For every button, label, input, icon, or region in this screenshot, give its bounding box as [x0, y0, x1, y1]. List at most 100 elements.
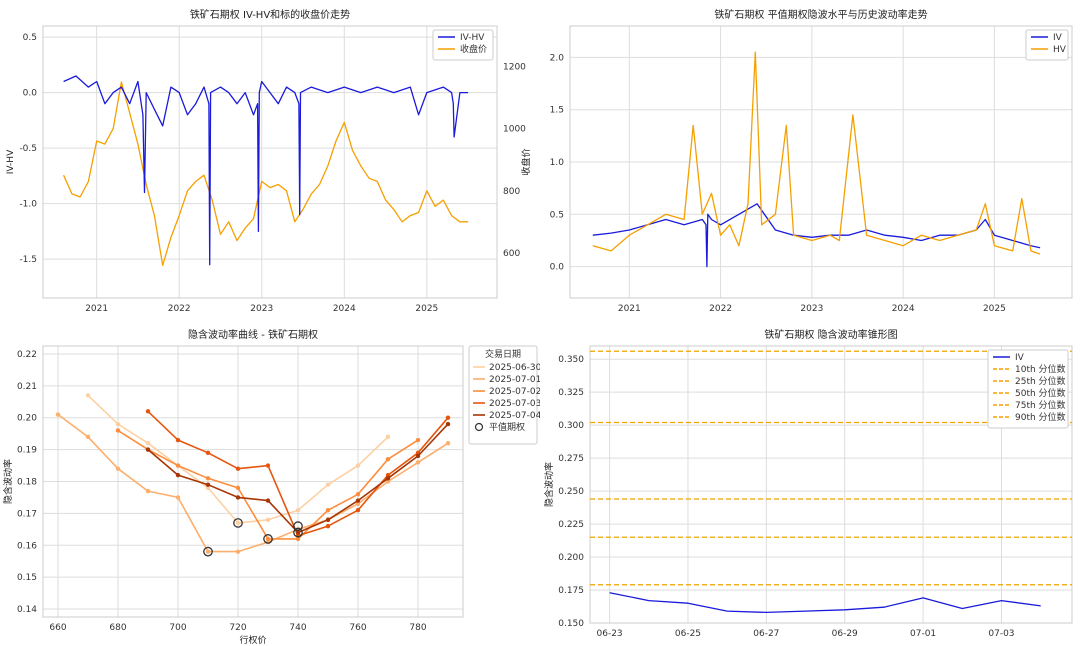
x-tick-label: 660: [49, 623, 66, 633]
smile-point: [55, 412, 61, 417]
smile-point: [415, 460, 421, 465]
smile-point: [205, 482, 211, 487]
x-tick-label: 2024: [892, 304, 915, 314]
smile-point: [235, 495, 241, 500]
smile-point: [235, 485, 241, 491]
legend-label: 25th 分位数: [1015, 375, 1066, 387]
x-tick-label: 06-23: [597, 629, 623, 639]
plot-area: [42, 345, 464, 618]
smile-point: [235, 520, 241, 526]
iv-hv-price-chart: 铁矿石期权 IV-HV和标的收盘价走势 2021 2022 2023 2024 2025 -…: [6, 8, 532, 314]
x-tick-label: 06-27: [753, 629, 779, 639]
x-tick-label: 780: [409, 623, 426, 633]
legend-label: 收盘价: [460, 43, 487, 55]
x-tick-label: 2025: [983, 304, 1006, 314]
smile-point: [295, 530, 301, 535]
iv-smile-chart: 隐含波动率曲线 - 铁矿石期权 660 680 700 720 740 760 780 0.14…: [2, 328, 540, 646]
smile-point: [325, 482, 331, 487]
series-hv: [592, 51, 1041, 255]
x-axis-label: 行权价: [239, 634, 266, 646]
y-tick-label: 0.19: [17, 446, 37, 456]
iv-cone-chart: 铁矿石期权 隐含波动率锥形图 06-23 06-25 06-27 06-29 07-01 0…: [543, 328, 1073, 639]
atm-marker: [263, 534, 273, 544]
smile-point: [385, 476, 391, 481]
legend-label: 50th 分位数: [1015, 387, 1066, 399]
smile-point: [295, 507, 301, 513]
smile-point: [85, 434, 91, 440]
y-tick-label: 0.20: [17, 414, 37, 424]
y-tick-label: 0.350: [558, 355, 584, 365]
legend-label: HV: [1053, 45, 1067, 55]
y2-tick-label: 800: [503, 187, 520, 197]
y2-axis-label: 收盘价: [520, 148, 532, 175]
plot-area: [589, 345, 1073, 624]
y-tick-label: 0.21: [17, 382, 37, 392]
plot-area: [42, 25, 498, 299]
smile-point: [415, 437, 421, 443]
smile-point: [235, 549, 241, 554]
y-tick-label: 0.17: [17, 509, 37, 519]
atm-marker: [293, 521, 303, 531]
smile-point: [445, 441, 451, 446]
smile-point: [115, 466, 121, 471]
smile-point: [205, 450, 211, 456]
series-close-price: [63, 81, 469, 267]
x-tick-label: 07-03: [988, 629, 1014, 639]
chart-title: 铁矿石期权 隐含波动率锥形图: [764, 328, 897, 341]
y-tick-label: 0.18: [17, 478, 37, 488]
y-tick-label: 0.16: [17, 541, 37, 551]
y-tick-label: 0.22: [17, 350, 37, 360]
smile-point: [355, 507, 361, 513]
smile-point: [115, 428, 121, 433]
legend-label: 10th 分位数: [1015, 363, 1066, 375]
y-tick-label: 0.5: [550, 210, 564, 220]
legend-label: 75th 分位数: [1015, 399, 1066, 411]
smile-point: [145, 441, 151, 446]
smile-point: [205, 485, 211, 491]
y-tick-label: 0.200: [558, 553, 584, 563]
smile-series: [57, 413, 449, 553]
smile-point: [415, 453, 421, 459]
x-tick-label: 2023: [800, 304, 823, 314]
smile-point: [175, 437, 181, 443]
smile-point: [145, 447, 151, 452]
atm-marker: [203, 546, 213, 557]
smile-point: [355, 492, 361, 497]
x-tick-label: 2021: [85, 304, 108, 314]
y-tick-label: -0.5: [19, 144, 37, 154]
y-tick-label: -1.5: [19, 255, 37, 265]
y-axis-label: 隐含波动率: [2, 459, 14, 504]
legend-label: 2025-07-03: [489, 399, 540, 409]
x-tick-label: 2022: [709, 304, 732, 314]
legend-label: 2025-07-04: [489, 411, 540, 421]
atm-marker: [233, 518, 243, 528]
smile-point: [175, 472, 181, 478]
x-tick-label: 2024: [333, 304, 356, 314]
y2-tick-label: 1200: [503, 62, 526, 72]
y-tick-label: 0.150: [558, 619, 584, 629]
x-tick-label: 06-29: [832, 629, 858, 639]
x-tick-label: 2021: [618, 304, 641, 314]
y-tick-label: 1.5: [550, 106, 564, 116]
smile-point: [205, 476, 211, 481]
smile-point: [175, 463, 181, 468]
y-tick-label: 0.275: [558, 454, 584, 464]
x-tick-label: 2023: [250, 304, 273, 314]
smile-point: [295, 536, 301, 542]
x-tick-label: 760: [349, 623, 366, 633]
legend-title: 交易日期: [485, 348, 521, 360]
legend-box: [468, 345, 538, 445]
atm-iv-hv-chart: 铁矿石期权 平值期权隐波水平与历史波动率走势 2021 2022 2023 2024 20…: [550, 8, 1073, 314]
y-tick-label: 2.0: [550, 53, 565, 63]
y-tick-label: 0.175: [558, 586, 584, 596]
atm-marker: [293, 527, 303, 538]
y-axis-label: IV-HV: [6, 149, 16, 174]
smile-point: [445, 415, 451, 420]
legend-atm-label: 平值期权: [489, 421, 525, 433]
y2-tick-label: 1000: [503, 125, 526, 135]
x-tick-label: 700: [169, 623, 186, 633]
x-tick-label: 2025: [415, 304, 438, 314]
legend-atm-marker: [474, 422, 484, 432]
smile-point: [355, 501, 361, 507]
